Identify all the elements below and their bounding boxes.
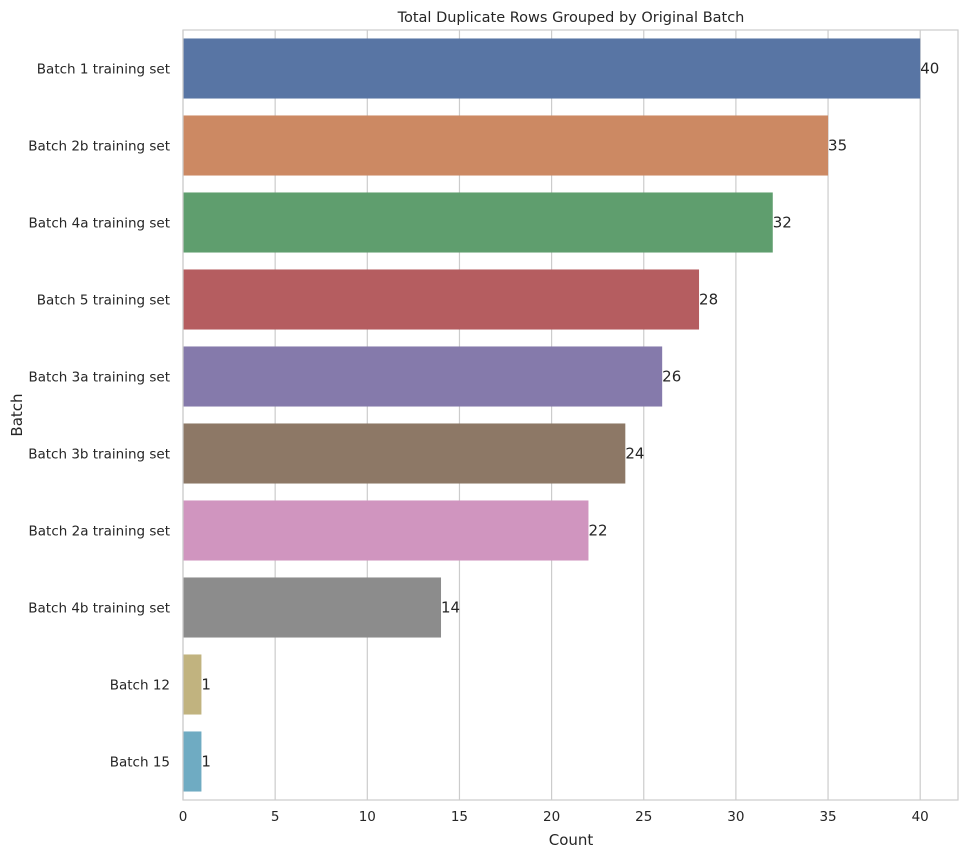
bar (183, 269, 700, 330)
bar-value-label: 1 (201, 676, 211, 694)
plot-frame (182, 29, 959, 801)
bars (183, 38, 921, 792)
x-tick-label: 0 (179, 809, 188, 825)
bar (183, 731, 202, 792)
bar-value-label: 26 (662, 368, 681, 386)
bar-value-label: 24 (625, 445, 644, 463)
bar-value-label: 35 (828, 137, 847, 155)
bar (183, 115, 829, 176)
y-tick-label: Batch 1 training set (37, 62, 170, 78)
y-tick-label: Batch 2b training set (28, 139, 170, 155)
bar (183, 577, 442, 638)
y-tick-label: Batch 2a training set (29, 524, 170, 540)
bar (183, 38, 921, 99)
x-tick-label: 20 (543, 809, 560, 825)
bar-value-label: 40 (920, 60, 939, 78)
x-tick-label: 35 (819, 809, 836, 825)
y-tick-label: Batch 5 training set (37, 293, 170, 309)
data-labels: 40 35 32 28 26 24 22 14 1 1 (201, 60, 939, 771)
x-tick-label: 30 (727, 809, 744, 825)
bar-value-label: 28 (699, 291, 718, 309)
y-tick-label: Batch 4b training set (28, 601, 170, 617)
x-axis-label: Count (549, 831, 594, 849)
x-tick-label: 25 (635, 809, 652, 825)
bar (183, 500, 589, 561)
bar (183, 346, 663, 407)
x-tick-label: 15 (451, 809, 468, 825)
y-tick-label: Batch 15 (110, 755, 170, 771)
x-tick-label: 5 (271, 809, 280, 825)
y-tick-label: Batch 3b training set (28, 447, 170, 463)
x-tick-label: 40 (912, 809, 929, 825)
y-tick-label: Batch 3a training set (29, 370, 170, 386)
chart-title: Total Duplicate Rows Grouped by Original… (397, 10, 745, 26)
bar-value-label: 14 (441, 599, 460, 617)
bar-value-label: 22 (588, 522, 607, 540)
y-tick-label: Batch 12 (110, 678, 170, 694)
y-tick-label: Batch 4a training set (29, 216, 170, 232)
bar-value-label: 32 (773, 214, 792, 232)
bar (183, 192, 773, 253)
y-axis-label: Batch (8, 393, 26, 436)
y-tick-labels: Batch 1 training set Batch 2b training se… (28, 62, 170, 771)
bar (183, 423, 626, 484)
x-tick-label: 10 (359, 809, 376, 825)
x-tick-labels: 0 5 10 15 20 25 30 35 40 (179, 809, 929, 825)
bar-value-label: 1 (201, 753, 211, 771)
bar (183, 654, 202, 715)
